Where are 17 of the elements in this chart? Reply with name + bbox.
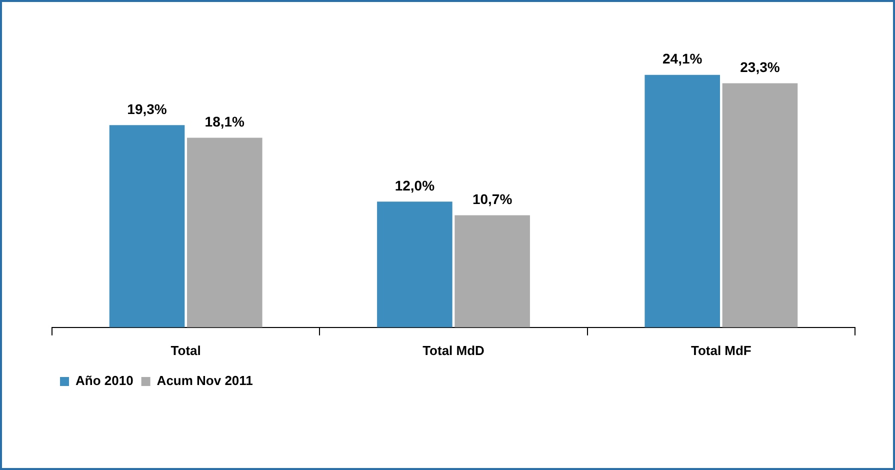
x-tick-label: Total bbox=[170, 342, 201, 358]
data-label: 19,3% bbox=[127, 100, 168, 117]
x-tick-label: Total MdD bbox=[422, 342, 484, 358]
bar bbox=[454, 215, 530, 328]
data-label: 18,1% bbox=[204, 114, 246, 130]
data-label: 23,3% bbox=[740, 59, 780, 76]
bar bbox=[377, 202, 452, 328]
bar bbox=[109, 125, 185, 328]
x-tick-label: Total MdF bbox=[690, 342, 752, 358]
bar bbox=[644, 74, 720, 328]
legend-label: Acum Nov 2011 bbox=[156, 373, 253, 388]
data-label: 10,7% bbox=[472, 191, 513, 208]
data-label: 12,0% bbox=[394, 178, 436, 194]
bar bbox=[722, 83, 798, 328]
data-label: 24,1% bbox=[662, 50, 703, 67]
bar bbox=[187, 138, 262, 328]
legend-label: Año 2010 bbox=[76, 373, 134, 388]
